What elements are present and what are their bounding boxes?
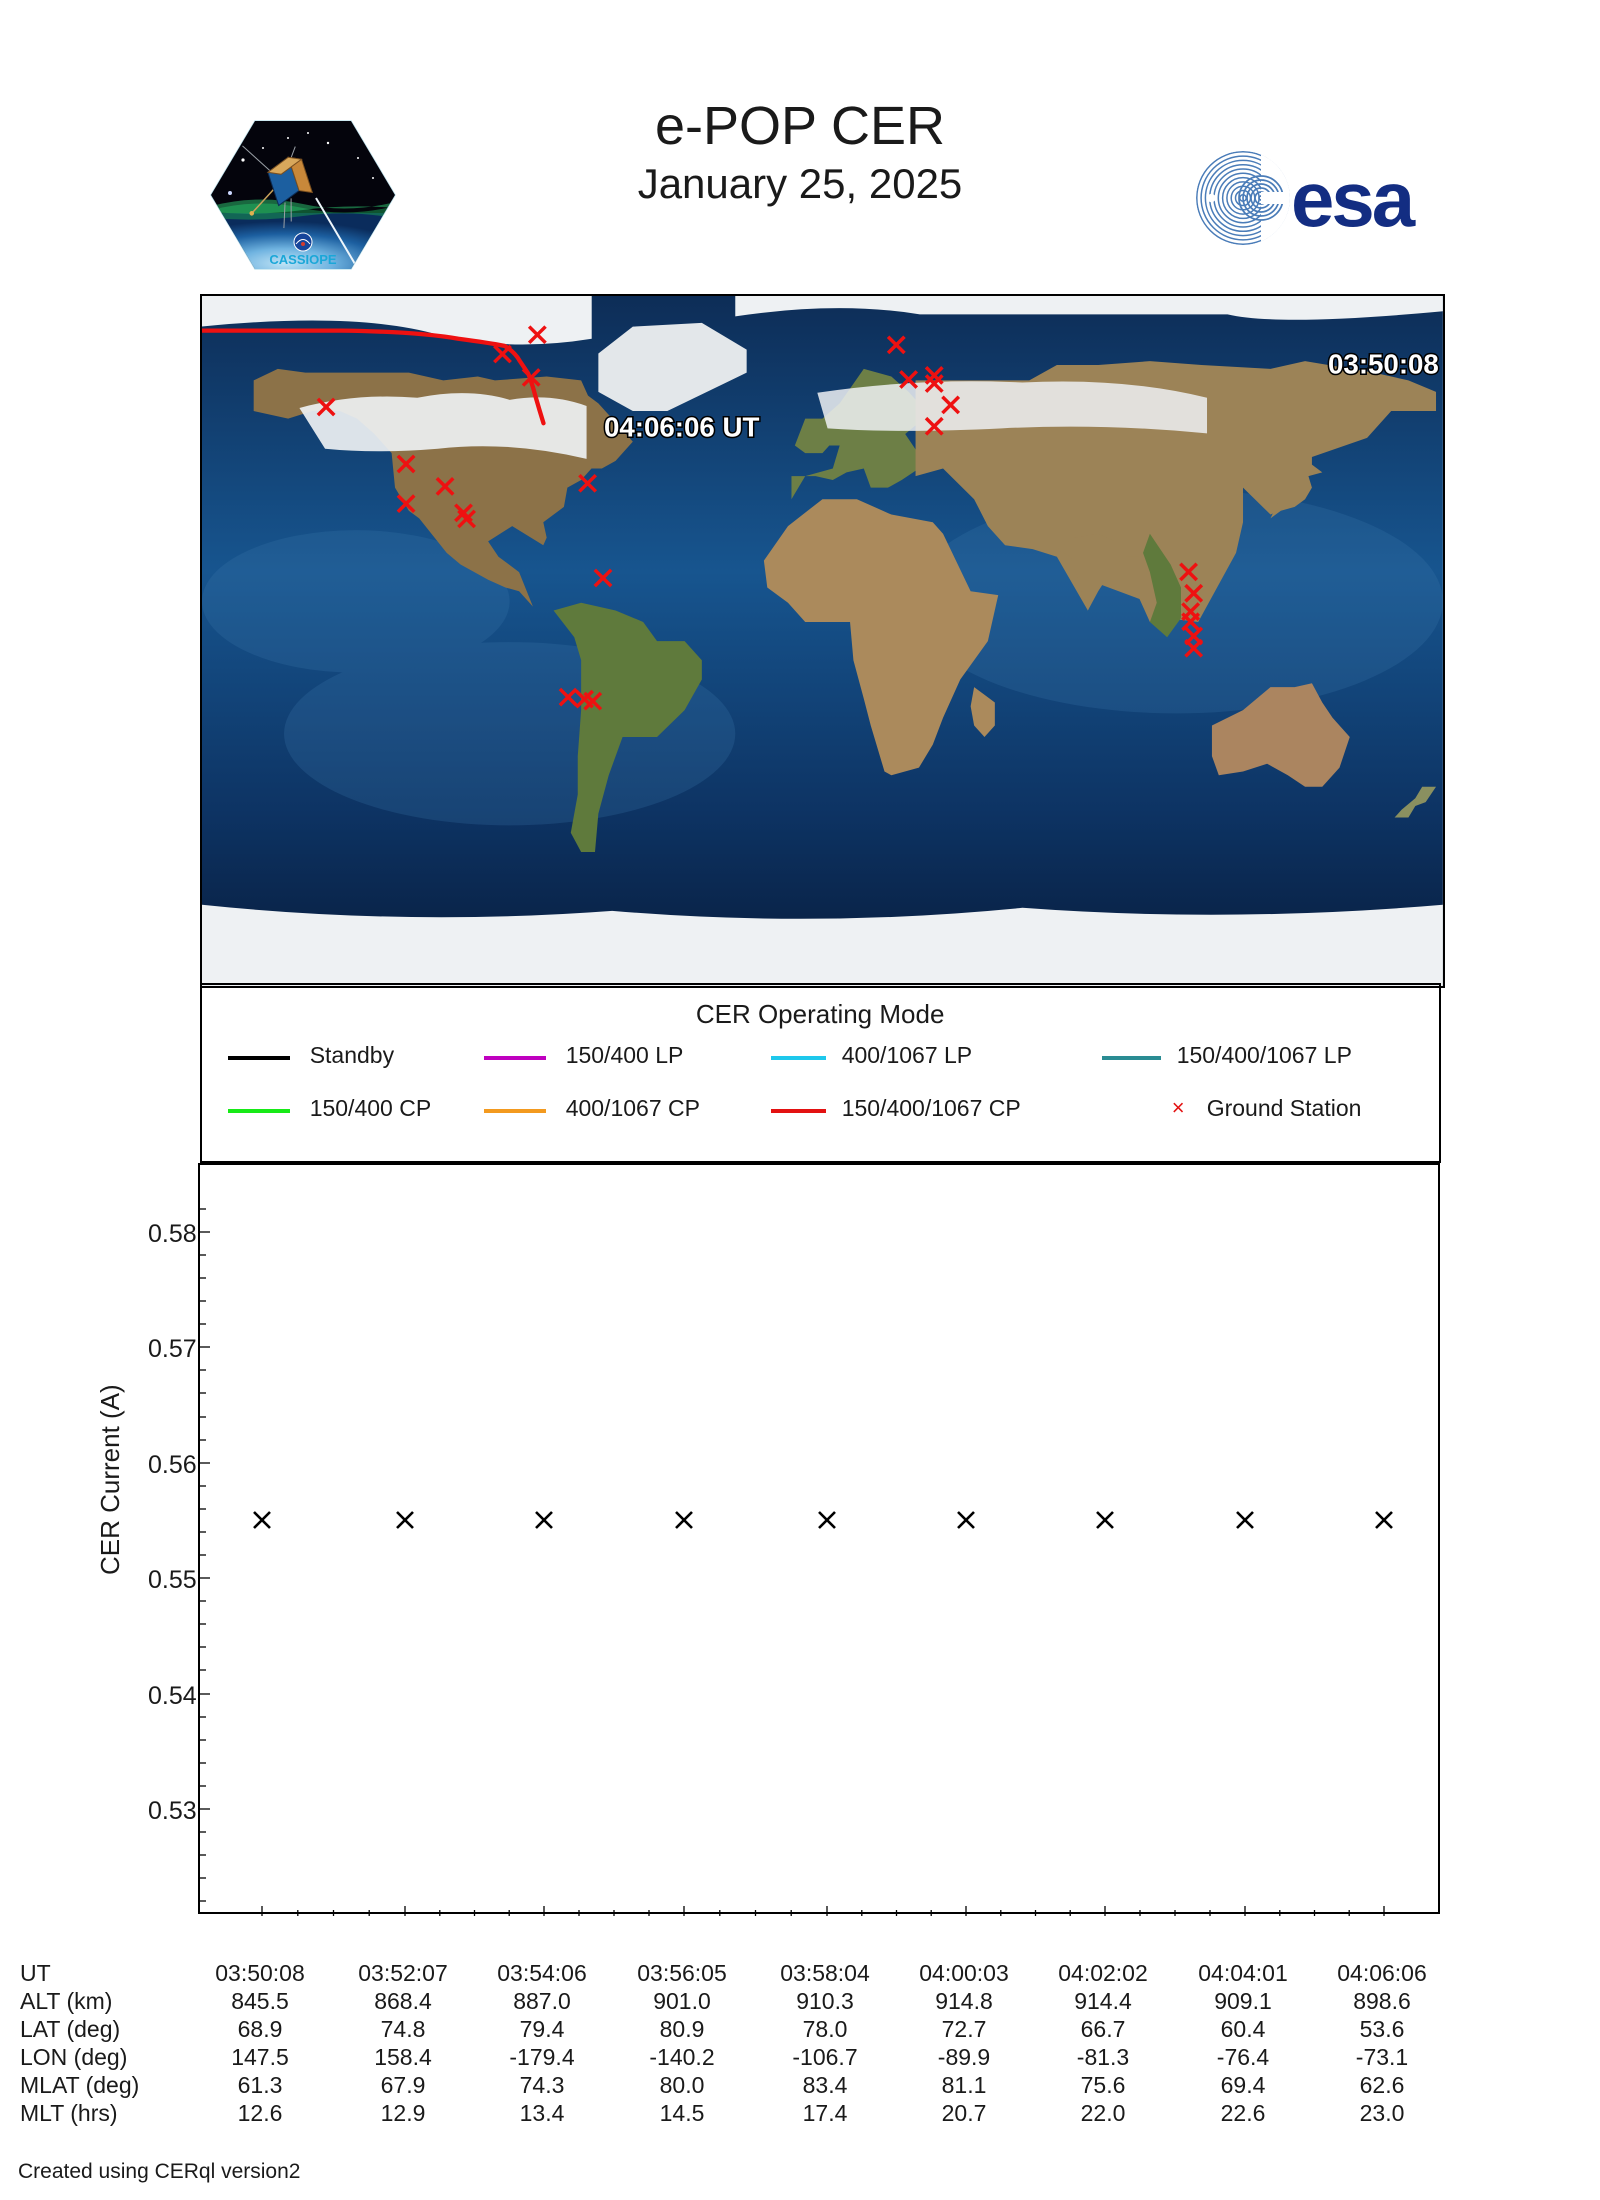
svg-text:esa: esa xyxy=(1291,155,1416,243)
svg-text:04:06:06 UT: 04:06:06 UT xyxy=(604,412,760,443)
svg-text:CASSIOPE: CASSIOPE xyxy=(269,252,337,267)
svg-text:03:50:08 UT: 03:50:08 UT xyxy=(1328,348,1443,379)
